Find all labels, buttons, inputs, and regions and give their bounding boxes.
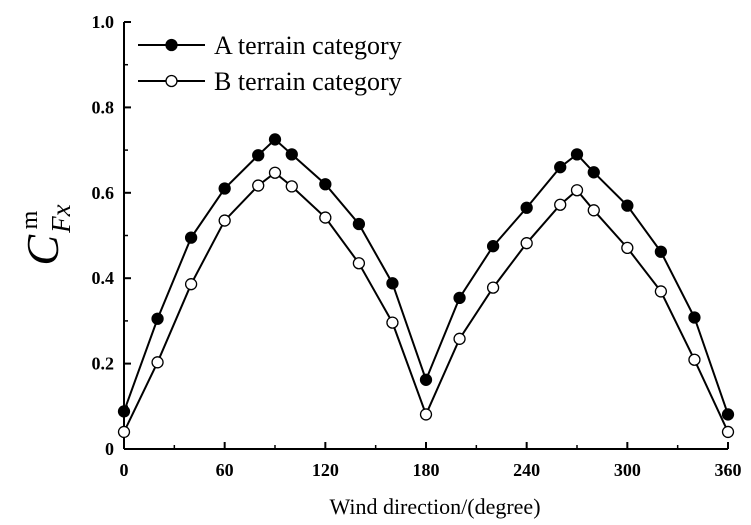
legend-item: A terrain category — [138, 31, 402, 60]
data-point — [570, 184, 584, 197]
y-tick-label: 0.2 — [92, 354, 115, 374]
y-tick-label: 0.6 — [92, 183, 115, 203]
data-point — [352, 257, 366, 270]
data-point — [621, 199, 634, 212]
data-point — [117, 425, 131, 439]
x-tick-label: 120 — [312, 460, 339, 480]
data-point — [688, 353, 701, 366]
data-point — [386, 316, 399, 329]
data-point — [285, 180, 298, 193]
data-point — [554, 198, 567, 211]
y-axis-ticks: 0 0.2 0.4 0.6 0.8 1.0 — [92, 12, 131, 459]
data-point — [688, 311, 701, 324]
data-point — [268, 166, 282, 179]
data-point — [453, 291, 466, 304]
data-point — [184, 231, 198, 244]
data-point — [486, 281, 500, 294]
data-point — [352, 217, 366, 231]
legend-marker — [165, 38, 178, 52]
svg-text:CFxm: CFxm — [17, 204, 76, 265]
data-point — [654, 285, 668, 298]
data-point — [520, 201, 533, 214]
x-tick-label: 240 — [513, 460, 540, 480]
data-point — [252, 179, 265, 192]
data-point — [453, 332, 466, 345]
legend: A terrain category B terrain category — [138, 31, 402, 96]
data-point — [587, 204, 600, 217]
data-point — [218, 214, 231, 227]
y-tick-label: 0 — [105, 439, 114, 459]
y-axis-title: CFxm — [17, 204, 76, 265]
data-point — [486, 240, 500, 253]
y-axis-title-superscript: m — [17, 210, 43, 229]
data-point — [117, 405, 131, 418]
data-point — [386, 277, 399, 290]
data-point — [654, 245, 668, 258]
x-tick-label: 360 — [715, 460, 742, 480]
data-point — [721, 425, 735, 439]
y-axis-title-main: C — [17, 234, 68, 266]
data-point — [419, 408, 433, 421]
data-point — [520, 237, 533, 250]
y-tick-label: 0.8 — [92, 97, 115, 117]
x-tick-label: 300 — [614, 460, 641, 480]
data-point — [554, 161, 567, 174]
data-point — [419, 373, 433, 386]
data-point — [319, 178, 332, 191]
data-point — [151, 312, 164, 325]
data-point — [268, 133, 282, 146]
data-point — [319, 211, 332, 224]
y-tick-label: 1.0 — [92, 12, 115, 32]
data-point — [621, 241, 634, 255]
data-point — [184, 278, 198, 291]
data-point — [218, 182, 231, 195]
data-point — [285, 148, 298, 161]
data-point — [252, 149, 265, 162]
y-axis-title-subscript: Fx — [46, 204, 76, 233]
series-line — [123, 171, 729, 433]
series-line — [123, 138, 729, 415]
data-point — [587, 166, 600, 179]
x-tick-label: 0 — [120, 460, 129, 480]
series-layer — [117, 133, 735, 439]
data-point — [151, 356, 164, 369]
series-2 — [117, 166, 735, 439]
series-1 — [117, 133, 735, 421]
x-tick-label: 180 — [413, 460, 440, 480]
legend-label: A terrain category — [214, 31, 402, 60]
legend-item: B terrain category — [138, 67, 402, 96]
legend-marker — [165, 74, 178, 88]
y-tick-label: 0.4 — [92, 268, 115, 288]
legend-label: B terrain category — [214, 67, 402, 96]
x-tick-label: 60 — [216, 460, 234, 480]
data-point — [570, 148, 584, 161]
data-point — [721, 408, 735, 421]
x-axis-title: Wind direction/(degree) — [329, 494, 540, 519]
x-axis-ticks: 0 60 120 180 240 300 360 — [120, 442, 742, 480]
